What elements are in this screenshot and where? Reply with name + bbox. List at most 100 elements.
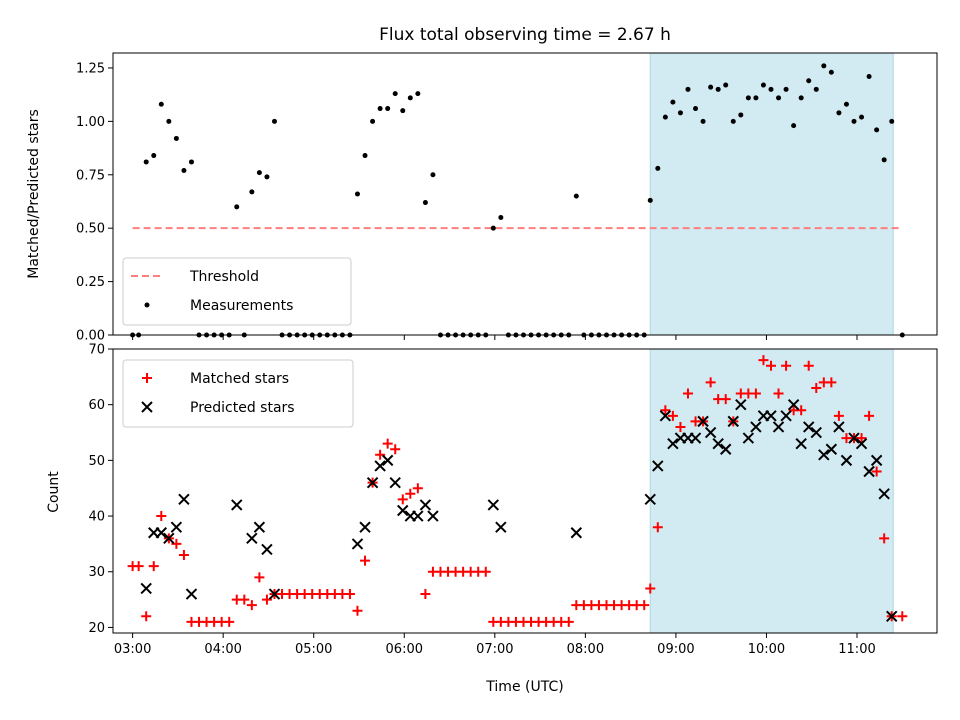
measurement-point: [798, 95, 804, 101]
predicted-star-point: [374, 460, 386, 472]
measurement-point: [173, 135, 179, 141]
predicted-star-point: [185, 588, 198, 600]
predicted-star-point: [787, 398, 800, 411]
measurement-point: [377, 106, 383, 112]
y-tick-label: 0.25: [76, 275, 105, 290]
measurement-point: [188, 159, 194, 165]
matched-star-point: [660, 405, 671, 416]
measurement-point: [843, 101, 849, 107]
measurement-point: [400, 108, 406, 114]
matched-star-point: [224, 616, 235, 627]
measurement-point: [362, 153, 368, 159]
measurement-point: [693, 106, 699, 112]
legend-box: [122, 359, 354, 428]
axes-frame: [112, 348, 938, 634]
matched-star-point: [682, 388, 693, 399]
matched-star-point: [246, 600, 257, 611]
legend-box: [122, 257, 352, 326]
y-tick-label: 0.75: [76, 168, 105, 183]
measurement-point: [813, 86, 819, 92]
matched-star-point: [864, 410, 875, 421]
x-tick-label: 05:00: [295, 642, 332, 657]
predicted-star-point: [170, 521, 183, 533]
matched-star-point: [148, 561, 159, 572]
predicted-star-point: [833, 421, 845, 433]
predicted-star-point: [412, 510, 424, 522]
predicted-star-point: [697, 415, 709, 428]
predicted-star-point: [780, 410, 792, 422]
predicted-star-point: [389, 476, 401, 489]
axes-frame: [112, 52, 938, 336]
measurement-point: [685, 86, 691, 92]
measurement-point: [768, 86, 774, 92]
matched-star-point: [856, 433, 867, 444]
matched-star-point: [897, 611, 908, 622]
measurement-point: [889, 118, 895, 124]
matched-star-point: [382, 438, 393, 449]
predicted-star-point: [231, 499, 243, 511]
predicted-star-point: [359, 521, 371, 533]
measurement-point: [498, 215, 504, 220]
measurement-point: [407, 95, 413, 101]
measurement-point: [430, 172, 436, 178]
matched-star-point: [390, 444, 401, 455]
predicted-star-point: [735, 398, 747, 411]
bottom-y-axis-label: Count: [46, 471, 62, 513]
predicted-star-point: [765, 410, 777, 422]
measurement-point: [370, 118, 376, 124]
top-y-axis-label: Matched/Predicted stars: [26, 109, 42, 279]
predicted-star-point: [155, 527, 168, 539]
y-tick-label: 0.50: [76, 222, 105, 237]
measurement-point: [143, 159, 149, 165]
measurement-point: [806, 78, 812, 84]
measurement-point: [700, 118, 706, 124]
y-tick-label: 70: [88, 343, 105, 358]
matched-star-point: [375, 449, 386, 460]
matched-star-point: [652, 522, 663, 533]
matched-star-point: [879, 533, 890, 544]
measurement-point: [181, 168, 187, 173]
matched-star-point: [397, 494, 408, 505]
matched-star-point: [705, 377, 716, 388]
predicted-star-point: [178, 493, 190, 506]
measurement-point: [166, 118, 172, 124]
measurement-point: [234, 204, 240, 210]
measurement-point: [859, 114, 865, 120]
predicted-star-point: [720, 443, 732, 455]
measurement-point: [715, 86, 721, 92]
y-tick-label: 40: [88, 510, 105, 525]
matched-star-point: [133, 561, 144, 572]
predicted-star-point: [419, 499, 432, 511]
matched-star-point: [811, 382, 822, 393]
predicted-star-point: [487, 499, 500, 511]
measurement-point: [723, 82, 729, 88]
predicted-star-point: [712, 437, 724, 450]
matched-star-point: [352, 605, 363, 616]
matched-star-point: [141, 611, 152, 622]
measurement-point: [655, 165, 661, 171]
x-tick-label: 11:00: [838, 642, 875, 657]
predicted-star-point: [667, 437, 679, 450]
predicted-star-point: [825, 443, 838, 455]
predicted-star-point: [704, 426, 717, 439]
observing-span: [649, 52, 894, 336]
matched-star-point: [750, 388, 761, 399]
matched-star-point: [645, 583, 656, 594]
predicted-star-point: [878, 488, 890, 500]
measurement-point: [776, 95, 782, 101]
predicted-star-point: [818, 449, 830, 461]
top-panel: 0.00 0.25 0.50 0.75 1.00 1.25 Threshold Measure…: [76, 52, 938, 344]
measurement-point: [753, 95, 759, 101]
predicted-star-point: [261, 543, 273, 556]
predicted-star-point: [253, 521, 266, 533]
y-tick-label: 1.25: [76, 61, 105, 76]
y-tick-label: 0.00: [76, 329, 105, 344]
matched-star-point: [826, 377, 837, 388]
predicted-star-point: [140, 582, 152, 595]
measurement-point: [647, 197, 653, 203]
predicted-star-point: [803, 421, 815, 433]
legend-label: Predicted stars: [190, 400, 295, 416]
y-tick-label: 50: [88, 454, 105, 469]
observing-span: [649, 348, 894, 634]
